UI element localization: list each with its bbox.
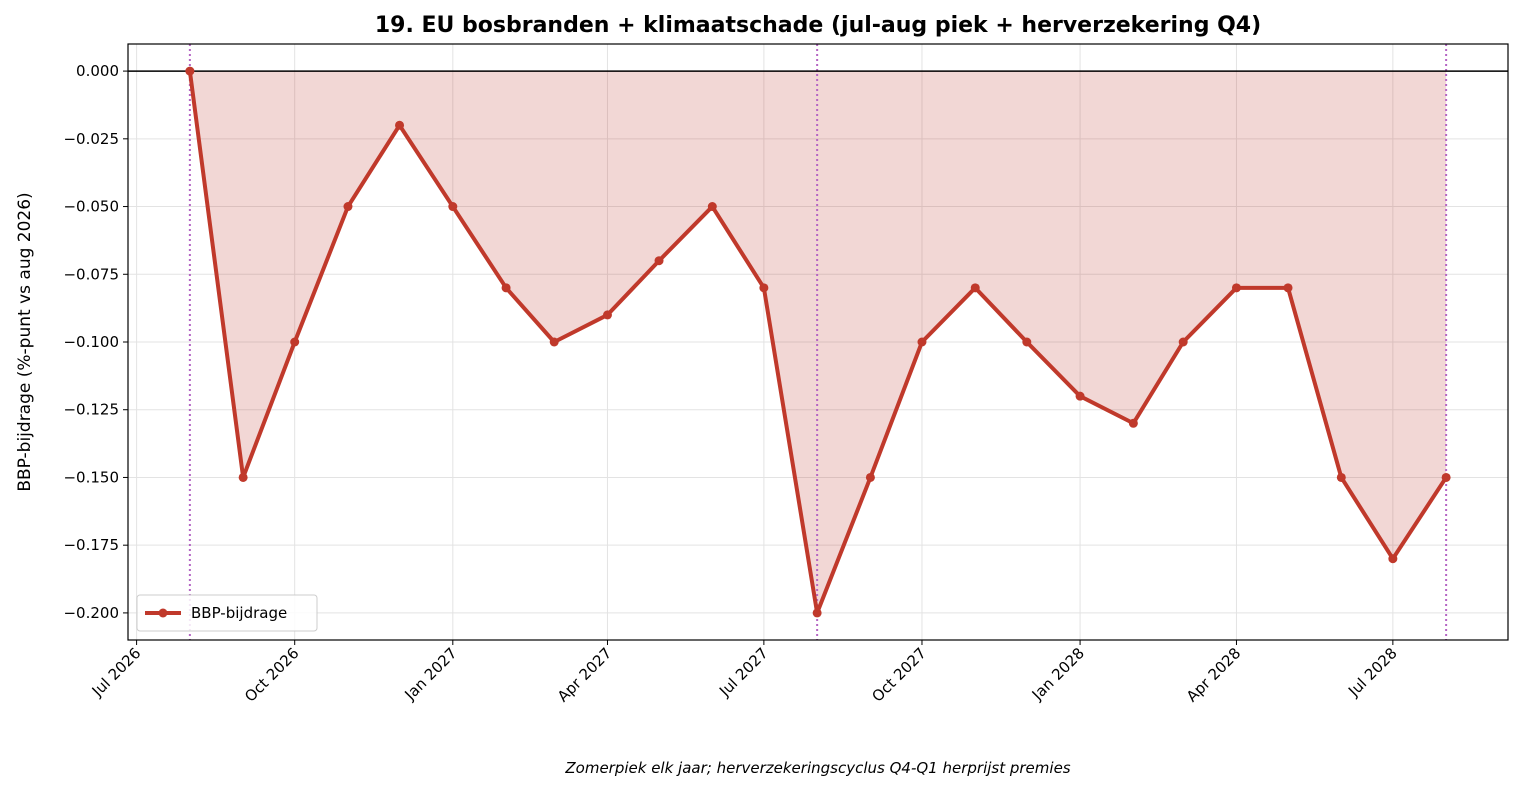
x-tick-label: Jul 2026 <box>88 644 145 701</box>
y-tick-label: −0.200 <box>63 604 119 622</box>
marker <box>1336 472 1346 482</box>
y-tick-label: −0.075 <box>63 265 119 283</box>
marker <box>1128 418 1138 428</box>
marker <box>1283 283 1293 293</box>
plot-frame <box>127 43 1509 641</box>
marker <box>1388 554 1398 564</box>
marker <box>185 66 195 76</box>
y-tick-label: −0.050 <box>63 198 119 216</box>
chart-title: 19. EU bosbranden + klimaatschade (jul-a… <box>375 13 1261 38</box>
marker <box>917 337 927 347</box>
marker <box>343 202 353 212</box>
x-tick-label: Apr 2028 <box>1183 644 1244 705</box>
y-tick-label: 0.000 <box>76 62 119 80</box>
marker <box>549 337 559 347</box>
footnote: Zomerpiek elk jaar; herverzekeringscyclu… <box>564 759 1070 777</box>
marker <box>501 283 511 293</box>
marker <box>1441 472 1451 482</box>
x-tick-label: Jul 2028 <box>1344 644 1401 701</box>
marker <box>970 283 980 293</box>
y-tick-label: −0.100 <box>63 333 119 351</box>
marker <box>395 120 405 130</box>
x-tick-label: Jan 2027 <box>400 644 460 704</box>
marker <box>1075 391 1085 401</box>
y-tick-label: −0.125 <box>63 401 119 419</box>
marker <box>238 472 248 482</box>
marker <box>448 202 458 212</box>
legend-box <box>136 594 318 632</box>
area-fill <box>189 71 1447 613</box>
x-tick-label: Jan 2028 <box>1028 644 1088 704</box>
marker <box>759 283 769 293</box>
marker <box>707 202 717 212</box>
y-tick-label: −0.175 <box>63 536 119 554</box>
marker <box>812 608 822 618</box>
marker <box>1022 337 1032 347</box>
x-tick-label: Oct 2027 <box>868 644 929 705</box>
marker <box>602 310 612 320</box>
y-tick-label: −0.025 <box>63 130 119 148</box>
marker <box>1231 283 1241 293</box>
marker <box>290 337 300 347</box>
marker <box>1178 337 1188 347</box>
marker <box>654 256 664 266</box>
x-tick-label: Jul 2027 <box>715 644 772 701</box>
legend-label: BBP-bijdrage <box>191 604 287 622</box>
y-axis-label: BBP-bijdrage (%-punt vs aug 2026) <box>15 192 35 491</box>
x-tick-label: Apr 2027 <box>554 644 615 705</box>
x-tick-label: Oct 2026 <box>241 644 302 705</box>
legend-marker <box>158 608 168 618</box>
marker <box>865 472 875 482</box>
y-tick-label: −0.150 <box>63 468 119 486</box>
